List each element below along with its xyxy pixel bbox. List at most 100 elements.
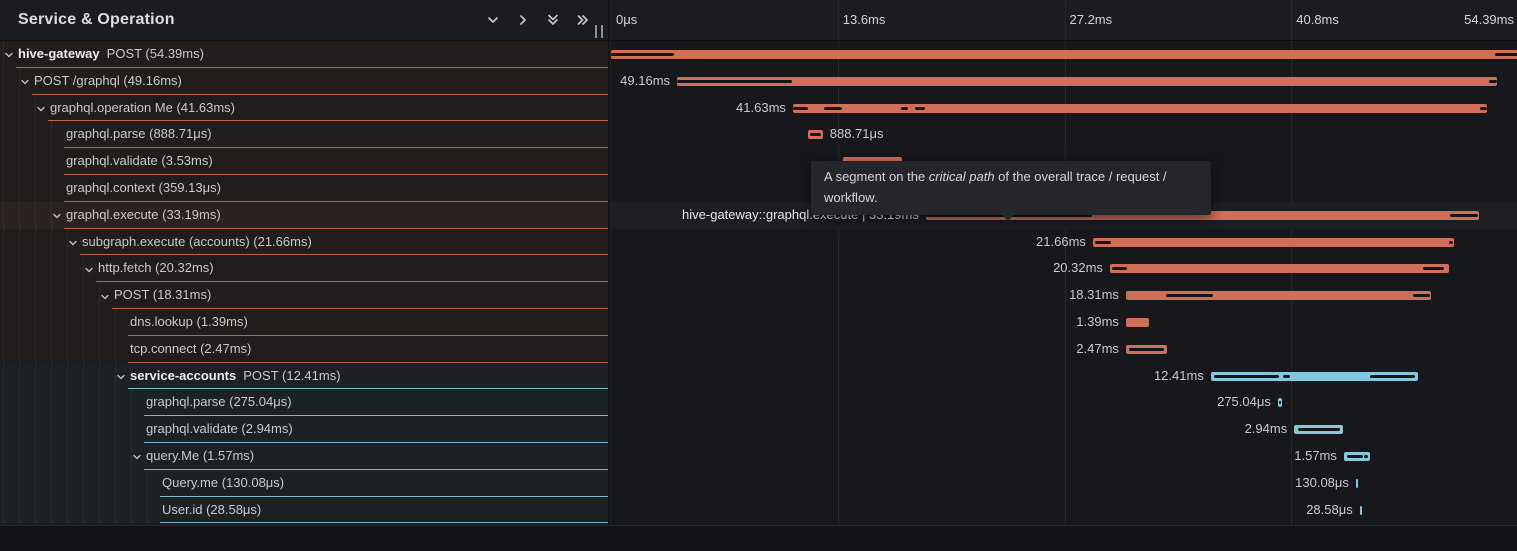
chevron-down-icon[interactable] (67, 236, 79, 248)
chevron-down-icon[interactable] (83, 263, 95, 275)
timeline-gridline (837, 41, 839, 525)
span-bar-graphql-parse-1[interactable] (807, 130, 823, 140)
indent-guide (3, 148, 4, 175)
tree-row-graphql-context[interactable]: graphql.context (359.13μs) (0, 175, 608, 202)
indent-guide (35, 175, 36, 202)
chevron-down-icon[interactable] (484, 11, 502, 29)
tree-row-subgraph-execute[interactable]: subgraph.execute (accounts) (21.66ms) (0, 228, 608, 256)
span-name-label: service-accounts POST (12.41ms) (130, 367, 341, 383)
timeline-gridline (1064, 41, 1066, 525)
tree-row-graphql-execute[interactable]: graphql.execute (33.19ms) (0, 201, 608, 229)
span-bar-query-me[interactable] (1343, 452, 1371, 461)
span-name-label: hive-gateway POST (54.39ms) (18, 46, 204, 61)
indent-guide (83, 496, 84, 524)
row-underline (128, 361, 608, 363)
chevron-down-icon[interactable] (115, 370, 127, 382)
row-underline (96, 281, 608, 283)
bar-row-graphql-parse-2[interactable]: 275.04μs (611, 389, 1517, 416)
tree-row-service-accounts-post[interactable]: service-accounts POST (12.41ms) (0, 362, 608, 390)
bar-row-query-me[interactable]: 1.57ms (611, 443, 1517, 470)
span-bar-graphql-operation-me[interactable] (792, 103, 1488, 113)
bar-row-dns-lookup[interactable]: 1.39ms (611, 309, 1517, 336)
span-name-label: query.Me (1.57ms) (146, 448, 255, 463)
tooltip-text-prefix: A segment on the (824, 169, 929, 184)
ruler-gridline (1064, 0, 1066, 40)
bar-row-hive-gateway-post[interactable] (611, 41, 1517, 68)
chevron-down-icon[interactable] (19, 75, 31, 87)
indent-guide (51, 121, 52, 149)
span-name-label: User.id (28.58μs) (162, 501, 262, 517)
critical-path-segment (1488, 79, 1497, 83)
tree-row-user-id-resolver[interactable]: User.id (28.58μs) (0, 496, 608, 524)
span-bar-graphql-validate-2[interactable] (1294, 425, 1344, 435)
indent-guide (131, 416, 132, 443)
chevron-down-icon[interactable] (99, 290, 111, 302)
tree-row-graphql-operation-me[interactable]: graphql.operation Me (41.63ms) (0, 94, 608, 122)
chevron-down-icon[interactable] (3, 48, 15, 60)
indent-guide (3, 282, 4, 309)
span-bar-tcp-connect[interactable] (1125, 344, 1168, 354)
chevron-right-icon[interactable] (514, 11, 532, 29)
indent-guide (67, 255, 68, 283)
tree-row-query-me[interactable]: query.Me (1.57ms) (0, 443, 608, 470)
row-underline (64, 173, 608, 175)
bar-row-post-subrequest[interactable]: 18.31ms (611, 282, 1517, 309)
tree-row-graphql-validate-2[interactable]: graphql.validate (2.94ms) (0, 416, 608, 443)
tree-row-graphql-parse-2[interactable]: graphql.parse (275.04μs) (0, 389, 608, 417)
row-underline (16, 66, 608, 68)
tree-row-query-me-resolver[interactable]: Query.me (130.08μs) (0, 469, 608, 497)
bar-row-user-id-resolver[interactable]: 28.58μs (611, 497, 1517, 524)
span-bar-http-fetch[interactable] (1109, 264, 1449, 274)
span-duration-label: 49.16ms (620, 72, 671, 88)
critical-path-segment (1448, 240, 1454, 244)
critical-path-segment (1449, 213, 1479, 217)
critical-path-segment (1213, 374, 1280, 378)
critical-path-segment (1495, 53, 1517, 56)
tree-row-post-graphql[interactable]: POST /graphql (49.16ms) (0, 67, 608, 95)
indent-guide (115, 362, 116, 390)
span-bar-post-subrequest[interactable] (1125, 291, 1432, 301)
double-chevron-right-icon[interactable] (574, 11, 592, 29)
tooltip-text-emphasis: critical path (928, 169, 995, 184)
tree-row-tcp-connect[interactable]: tcp.connect (2.47ms) (0, 335, 608, 363)
indent-guide (35, 228, 36, 256)
span-duration-label: 1.39ms (1076, 314, 1119, 329)
bar-row-tcp-connect[interactable]: 2.47ms (611, 336, 1517, 363)
service-name: hive-gateway (18, 46, 100, 61)
bar-row-graphql-operation-me[interactable]: 41.63ms (611, 95, 1517, 122)
bar-row-subgraph-execute[interactable]: 21.66ms (611, 229, 1517, 256)
tree-row-hive-gateway-post[interactable]: hive-gateway POST (54.39ms) (0, 41, 608, 68)
tree-row-post-subrequest[interactable]: POST (18.31ms) (0, 282, 608, 309)
chevron-down-icon[interactable] (131, 450, 143, 462)
tree-row-graphql-validate-1[interactable]: graphql.validate (3.53ms) (0, 148, 608, 175)
tree-row-http-fetch[interactable]: http.fetch (20.32ms) (0, 255, 608, 283)
critical-path-segment (809, 133, 821, 137)
resize-grip[interactable] (595, 25, 603, 38)
bar-row-http-fetch[interactable]: 20.32ms (611, 255, 1517, 282)
span-bar-graphql-parse-2[interactable] (1277, 398, 1283, 408)
span-bar-user-id-resolver[interactable] (1359, 505, 1362, 515)
chevron-down-icon[interactable] (51, 209, 63, 221)
span-name-label: http.fetch (20.32ms) (98, 260, 214, 276)
bar-row-query-me-resolver[interactable]: 130.08μs (611, 470, 1517, 497)
tree-row-graphql-parse-1[interactable]: graphql.parse (888.71μs) (0, 121, 608, 149)
bar-row-service-accounts-post[interactable]: 12.41ms (611, 363, 1517, 390)
critical-path-segment (792, 106, 809, 110)
span-bar-post-graphql[interactable] (677, 76, 1497, 86)
span-bar-dns-lookup[interactable] (1125, 318, 1150, 327)
tree-row-dns-lookup[interactable]: dns.lookup (1.39ms) (0, 309, 608, 336)
double-chevron-down-icon[interactable] (544, 11, 562, 29)
span-bar-query-me-resolver[interactable] (1355, 478, 1359, 488)
span-bar-hive-gateway-post[interactable] (611, 50, 1517, 59)
span-bar-service-accounts-post[interactable] (1210, 371, 1418, 381)
bar-row-graphql-validate-2[interactable]: 2.94ms (611, 416, 1517, 443)
bar-row-post-graphql[interactable]: 49.16ms (611, 68, 1517, 95)
indent-guide (67, 228, 68, 256)
span-bar-subgraph-execute[interactable] (1092, 237, 1455, 247)
span-tree: hive-gateway POST (54.39ms) POST /graphql … (0, 41, 608, 525)
indent-guide (83, 416, 84, 443)
bar-row-graphql-parse-1[interactable]: 888.71μs (611, 121, 1517, 148)
tooltip-arrow (1002, 215, 1014, 227)
indent-guide (51, 175, 52, 202)
chevron-down-icon[interactable] (35, 102, 47, 114)
